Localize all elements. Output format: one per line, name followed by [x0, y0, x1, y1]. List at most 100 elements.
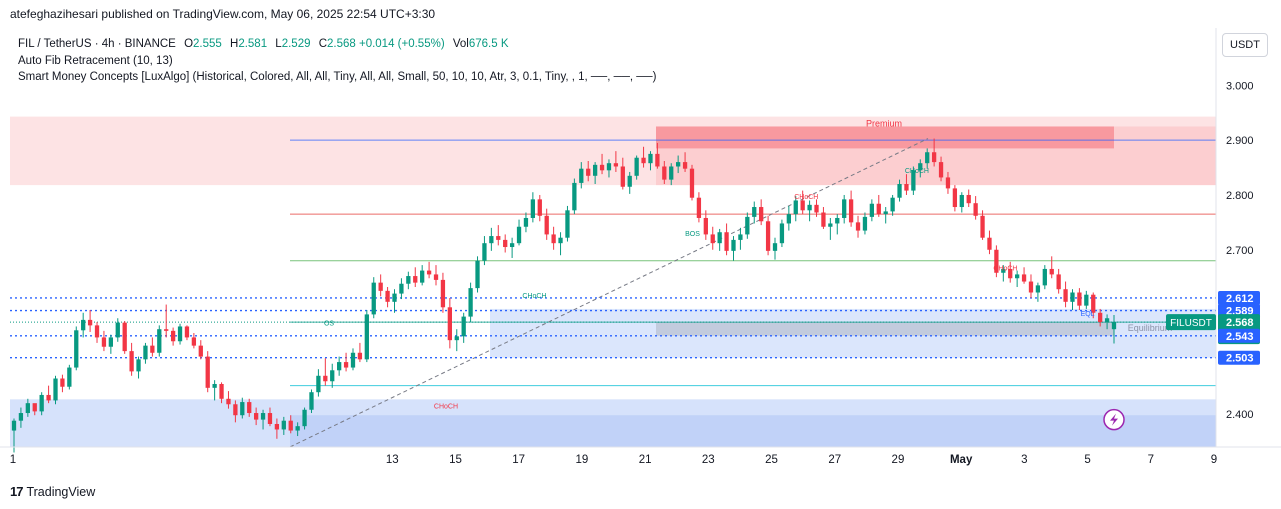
close-label: C: [318, 38, 327, 50]
equilibrium-label: Equilibrium: [1128, 323, 1173, 333]
candle: [108, 334, 113, 354]
candle-body: [233, 404, 238, 416]
candle-body: [150, 345, 155, 353]
candle-body: [731, 239, 736, 251]
candle: [1091, 292, 1096, 319]
currency-button[interactable]: USDT: [1222, 33, 1268, 57]
demand-block: [290, 415, 1216, 447]
y-tick-label: 2.800: [1226, 190, 1254, 202]
candle: [821, 207, 826, 229]
candle: [53, 375, 58, 405]
candle: [544, 208, 549, 240]
candle-body: [759, 207, 764, 222]
candle-body: [765, 221, 771, 251]
footer-brand[interactable]: 17 TradingView: [10, 484, 95, 499]
x-tick-label: 17: [512, 454, 525, 466]
symbol-tag: FILUSDT: [1170, 318, 1212, 329]
candle: [1049, 256, 1054, 279]
candle-body: [357, 352, 363, 360]
candle-body: [662, 166, 667, 180]
candle: [475, 256, 480, 293]
candle: [385, 287, 390, 308]
candle-body: [25, 403, 30, 414]
level-price-bg: [1218, 303, 1260, 318]
candle: [25, 398, 30, 417]
candle: [800, 190, 805, 215]
candle-body: [385, 290, 390, 302]
candle: [323, 358, 328, 386]
candle: [835, 214, 840, 235]
symbol-label[interactable]: FIL / TetherUS · 4h · BINANCE: [18, 38, 176, 50]
candle-body: [717, 232, 722, 244]
indicator-smc[interactable]: Smart Money Concepts [LuxAlgo] (Historic…: [18, 71, 657, 83]
candle-body: [876, 203, 881, 215]
candle-body: [987, 237, 992, 250]
structure-label: CHoCH: [794, 194, 818, 201]
candle: [212, 380, 217, 401]
candle-body: [433, 274, 439, 280]
candle-body: [129, 351, 134, 372]
candle-body: [288, 420, 293, 431]
candle: [779, 219, 785, 248]
candle: [364, 310, 369, 363]
candle-body: [676, 162, 681, 167]
high-value: 2.581: [238, 38, 268, 50]
candle-body: [869, 203, 875, 217]
candle-body: [482, 243, 487, 261]
publisher-line: atefeghazihesari published on TradingVie…: [10, 7, 436, 21]
candle: [226, 391, 231, 409]
candle: [136, 356, 141, 379]
candle: [613, 151, 619, 172]
candle: [433, 265, 439, 286]
x-tick-label: 13: [386, 454, 399, 466]
candle: [1042, 265, 1047, 290]
candle: [586, 161, 591, 182]
fib-layer: [10, 138, 1216, 448]
candle: [689, 164, 695, 201]
candle-body: [724, 232, 729, 251]
candle: [288, 415, 293, 434]
candle-body: [586, 168, 591, 176]
candle-body: [696, 197, 702, 218]
indicator-fib[interactable]: Auto Fib Retracement (10, 13): [18, 54, 173, 67]
y-tick-label: 3.000: [1226, 80, 1254, 92]
candle-body: [1008, 268, 1013, 279]
candle-body: [60, 378, 65, 387]
candle-body: [959, 194, 964, 208]
x-tick-label: 9: [1211, 454, 1217, 466]
candle-body: [530, 199, 536, 218]
candle: [267, 407, 273, 427]
candle: [606, 159, 612, 178]
candle-body: [11, 420, 17, 431]
x-tick-label: May: [950, 454, 973, 466]
candle-body: [897, 184, 902, 198]
level-price-bg: [1218, 350, 1260, 365]
candle: [1056, 268, 1061, 294]
brand-name: TradingView: [26, 484, 96, 499]
low-value: 2.529: [281, 38, 311, 50]
structure-label: CHoCH: [434, 404, 458, 411]
candle: [302, 407, 307, 430]
close-value: 2.568: [327, 38, 356, 50]
candle-body: [1084, 294, 1089, 306]
candle-body: [786, 214, 791, 224]
candle-body: [420, 270, 425, 283]
candle: [233, 400, 238, 423]
candle-body: [703, 217, 708, 235]
low-label: L: [275, 38, 282, 50]
candle: [198, 340, 203, 360]
candle-body: [454, 336, 459, 341]
candle: [115, 318, 120, 342]
candle-body: [316, 375, 321, 393]
candle: [87, 310, 93, 332]
candle-body: [862, 216, 868, 231]
candle-body: [309, 392, 314, 410]
candle: [406, 271, 411, 290]
candle: [309, 389, 314, 414]
symbol-tag-bg: [1166, 314, 1216, 331]
candle-body: [1091, 294, 1096, 313]
candle-body: [572, 182, 577, 211]
candle: [676, 155, 681, 174]
candle-body: [745, 216, 750, 235]
